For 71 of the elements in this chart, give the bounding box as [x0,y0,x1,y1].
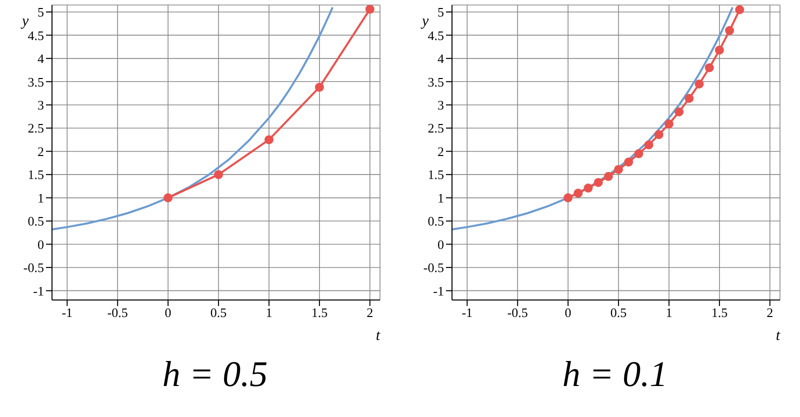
y-tick-label: -1 [433,283,444,298]
point [564,193,573,202]
point [314,82,324,92]
x-tick-label: 0.5 [210,305,227,320]
point [614,164,624,174]
y-tick-label: 2.5 [28,120,44,136]
y-tick-label: 4.5 [428,28,444,43]
point [684,94,694,103]
y-tick-label: 0.5 [28,214,44,229]
x-axis-title: t [376,328,381,344]
x-tick-label: -1 [462,305,473,320]
y-tick-label: -0.5 [23,260,44,276]
point [584,184,593,193]
x-tick-label: 0.5 [610,305,627,320]
point [664,119,674,128]
x-tick-label: 1.5 [711,305,728,320]
y-tick-label: 5 [38,4,44,20]
x-tick-label: -0.5 [107,305,128,320]
line-series [52,6,334,230]
y-tick-label: 4 [438,51,444,66]
text: h = 0.5 [161,353,269,395]
y-tick-label: -1 [33,283,44,298]
point [735,5,744,14]
y-tick-label: 1 [438,190,444,206]
x-axis-title: t [776,328,781,344]
x-tick-label: 1 [666,305,672,320]
y-tick-label: -0.5 [423,260,444,276]
point [674,107,684,116]
point [594,178,603,187]
y-tick-label: 4.5 [28,28,44,43]
y-tick-label: 3 [38,97,44,112]
y-tick-label: 1 [38,190,44,206]
x-tick-label: -0.5 [507,305,528,320]
point [164,193,173,202]
point [214,170,224,180]
y-axis-title: y [20,14,29,30]
y-tick-label: 3 [438,97,444,112]
y-tick-label: 3.5 [428,74,444,90]
point [264,135,274,144]
point [604,172,613,181]
y-tick-label: 0 [38,236,44,252]
point [574,188,583,198]
point [704,63,714,72]
y-axis-title: y [420,14,429,30]
y-tick-label: 1.5 [28,167,44,182]
y-tick-label: 2 [38,144,44,159]
point [634,149,644,158]
point [725,26,734,36]
text: h = 0.1 [561,353,669,395]
x-tick-label: 0 [564,305,572,320]
x-tick-label: 2 [366,305,374,320]
line-series [452,6,734,230]
point [694,79,704,88]
y-tick-label: 0 [438,236,444,252]
point [714,46,724,55]
y-tick-label: 2 [438,144,444,159]
y-tick-label: 4 [38,51,44,66]
point [654,130,664,140]
y-tick-label: 5 [438,4,444,20]
x-tick-label: -1 [62,305,73,320]
x-tick-label: 2 [766,305,774,320]
point [624,158,634,167]
y-tick-label: 3.5 [28,74,44,90]
y-tick-label: 0.5 [428,214,444,229]
x-tick-label: 0 [164,305,172,320]
x-tick-label: 1.5 [311,305,328,320]
point [644,140,654,150]
y-tick-label: 1.5 [428,167,444,182]
point [365,5,374,14]
y-tick-label: 2.5 [428,120,444,136]
x-tick-label: 1 [266,305,272,320]
